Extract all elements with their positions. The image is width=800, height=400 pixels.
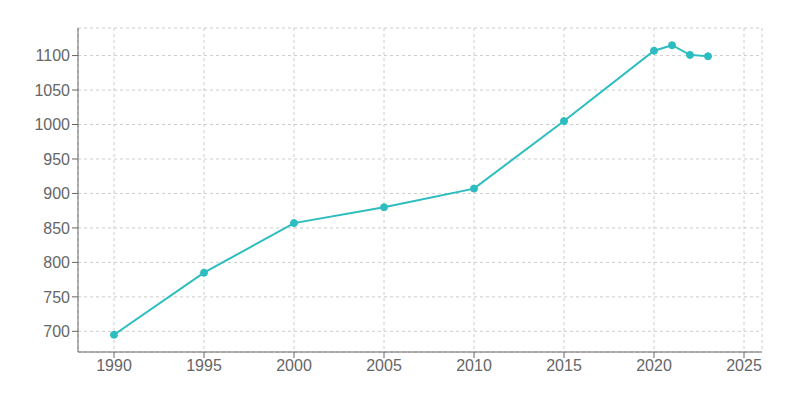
svg-text:2015: 2015 xyxy=(546,357,582,374)
svg-text:2005: 2005 xyxy=(366,357,402,374)
svg-text:700: 700 xyxy=(43,323,70,340)
svg-text:2010: 2010 xyxy=(456,357,492,374)
svg-text:2000: 2000 xyxy=(276,357,312,374)
svg-text:900: 900 xyxy=(43,185,70,202)
svg-text:2025: 2025 xyxy=(726,357,762,374)
svg-text:1100: 1100 xyxy=(36,47,71,64)
svg-text:800: 800 xyxy=(43,254,70,271)
svg-text:2020: 2020 xyxy=(636,357,672,374)
svg-text:750: 750 xyxy=(43,289,70,306)
svg-text:1990: 1990 xyxy=(96,357,132,374)
svg-text:1995: 1995 xyxy=(186,357,222,374)
svg-text:950: 950 xyxy=(43,151,70,168)
svg-text:1000: 1000 xyxy=(34,116,70,133)
svg-text:850: 850 xyxy=(43,220,70,237)
svg-text:1050: 1050 xyxy=(34,82,70,99)
